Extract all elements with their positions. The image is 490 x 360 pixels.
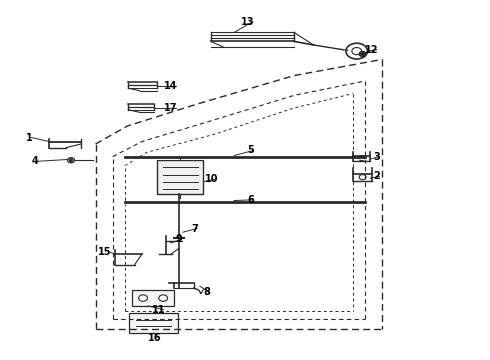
Text: 11: 11 <box>152 305 166 315</box>
Text: 1: 1 <box>25 132 32 143</box>
Circle shape <box>70 159 73 161</box>
Text: 16: 16 <box>148 333 162 343</box>
Text: 12: 12 <box>365 45 379 55</box>
Text: 10: 10 <box>205 174 219 184</box>
Text: 4: 4 <box>32 156 39 166</box>
Text: 7: 7 <box>191 224 198 234</box>
Bar <box>129 313 178 333</box>
Text: 8: 8 <box>203 287 210 297</box>
Text: 2: 2 <box>373 171 380 181</box>
Bar <box>132 290 174 306</box>
Text: 6: 6 <box>247 195 254 205</box>
Text: 9: 9 <box>175 234 182 244</box>
Bar <box>157 160 203 194</box>
Text: 13: 13 <box>241 17 255 27</box>
Text: 5: 5 <box>247 145 254 156</box>
Circle shape <box>359 51 366 57</box>
Text: 3: 3 <box>373 152 380 162</box>
Text: 14: 14 <box>164 81 178 91</box>
Text: 15: 15 <box>98 247 112 257</box>
Text: 17: 17 <box>164 103 178 113</box>
